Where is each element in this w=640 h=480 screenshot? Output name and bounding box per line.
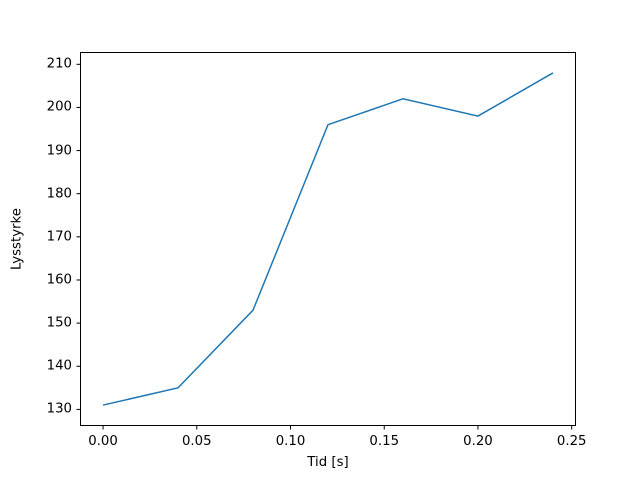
y-axis-title: Lysstyrke	[9, 208, 25, 270]
y-tick-label: 200	[46, 99, 72, 115]
x-tick-marks	[102, 426, 573, 430]
x-tick-label: 0.20	[463, 434, 493, 449]
x-axis-title: Tid [s]	[307, 455, 349, 470]
y-tick-label: 170	[46, 229, 72, 245]
y-tick-label: 210	[46, 56, 72, 72]
x-tick-label: 0.15	[369, 434, 400, 449]
x-tick-label: 0.00	[88, 434, 118, 449]
y-tick-label: 160	[46, 272, 72, 288]
x-tick-label: 0.25	[556, 434, 587, 449]
y-tick-label: 130	[46, 401, 72, 417]
y-tick-label: 150	[46, 315, 72, 331]
y-tick-label: 190	[46, 142, 72, 158]
x-tick-label: 0.05	[181, 434, 212, 449]
y-tick-label: 180	[46, 186, 72, 202]
y-tick-label: 140	[46, 358, 72, 374]
x-tick-label: 0.10	[275, 434, 306, 449]
plot-axes-frame	[80, 52, 576, 426]
